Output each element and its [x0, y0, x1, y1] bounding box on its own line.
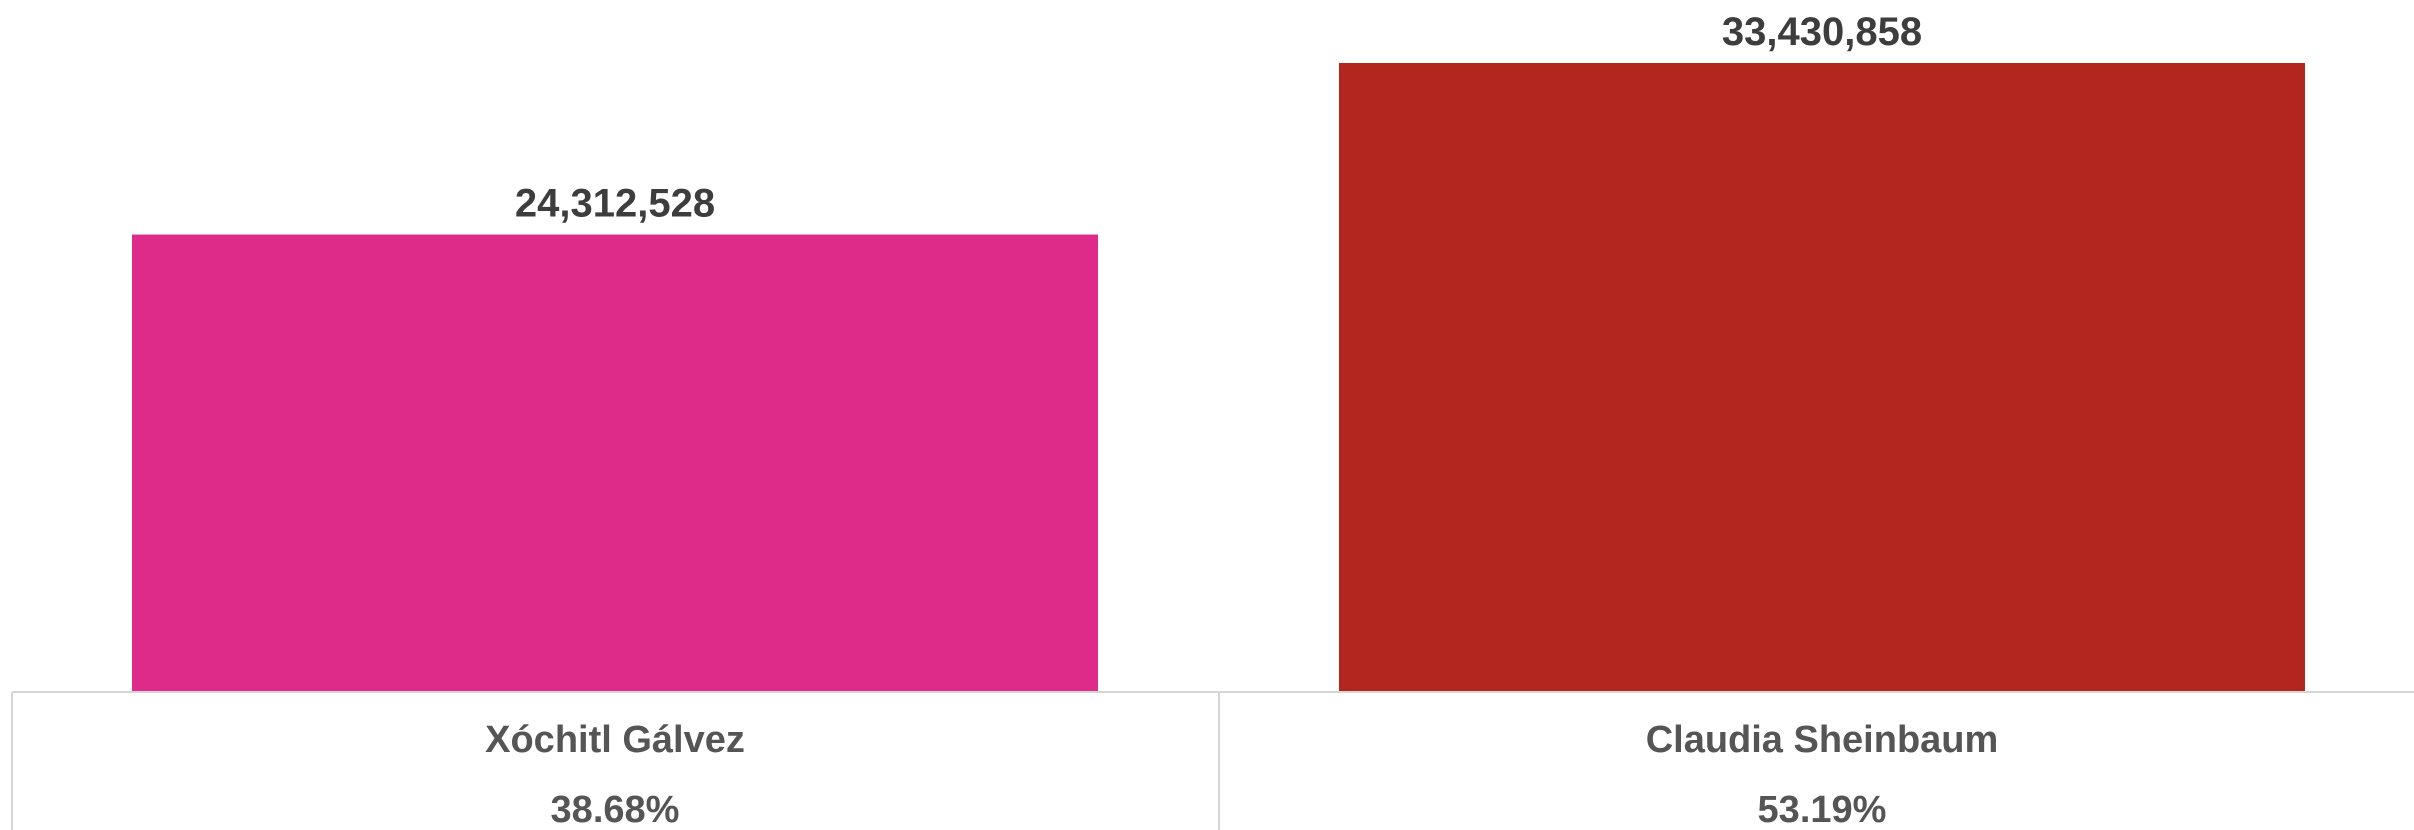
candidate-percentage-claudia-sheinbaum: 53.19%	[1758, 789, 1887, 830]
bars-layer: 24,312,528 33,430,858	[132, 10, 2305, 692]
candidate-percentage-xochitl-galvez: 38.68%	[551, 789, 680, 830]
candidate-name-xochitl-galvez: Xóchitl Gálvez	[485, 719, 745, 761]
bar-claudia-sheinbaum	[1339, 63, 2305, 692]
candidate-table: Xóchitl Gálvez 38.68% Claudia Sheinbaum 53.…	[11, 691, 2414, 830]
bar-xochitl-galvez	[132, 234, 1098, 692]
candidate-name-claudia-sheinbaum: Claudia Sheinbaum	[1646, 719, 1999, 761]
value-label-xochitl-galvez: 24,312,528	[515, 182, 715, 226]
value-label-claudia-sheinbaum: 33,430,858	[1722, 10, 1922, 54]
